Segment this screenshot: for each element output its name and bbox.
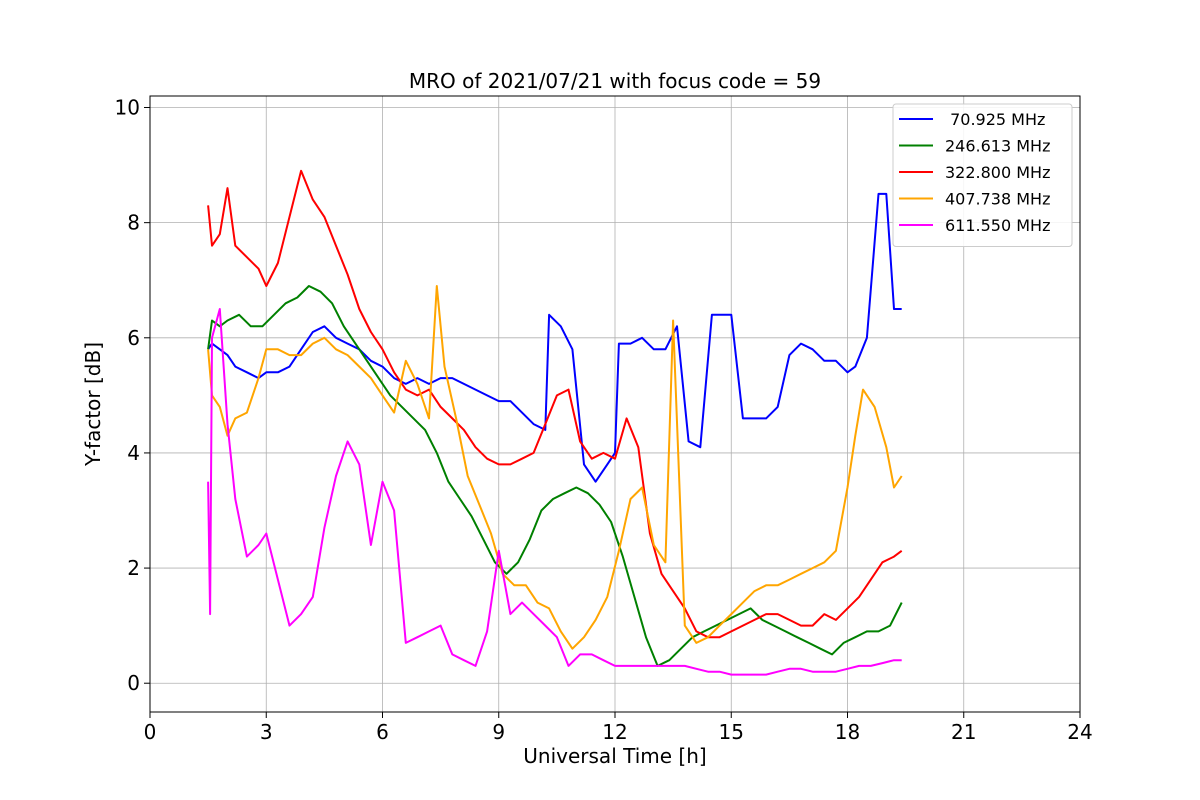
x-tick-label: 15 [719, 720, 744, 744]
chart-title: MRO of 2021/07/21 with focus code = 59 [409, 69, 821, 93]
y-axis-label: Y-factor [dB] [81, 342, 105, 467]
legend-label: 407.738 MHz [945, 190, 1050, 209]
series-line-2 [207, 285, 903, 667]
legend-label: 611.550 MHz [945, 216, 1050, 235]
y-tick-label: 8 [127, 211, 140, 235]
x-axis: 0 3 6 9 12 15 18 21 24 [144, 712, 1093, 744]
x-tick-label: 6 [376, 720, 389, 744]
series-line-3 [207, 169, 903, 639]
y-tick-label: 2 [127, 556, 140, 580]
x-tick-label: 0 [144, 720, 157, 744]
legend: 70.925 MHz 246.613 MHz 322.800 MHz 407.738 … [892, 103, 1073, 247]
plot-area-lines [207, 169, 903, 676]
legend-label: 246.613 MHz [945, 137, 1050, 156]
y-tick-label: 10 [115, 96, 140, 120]
x-tick-label: 9 [492, 720, 505, 744]
x-tick-label: 18 [835, 720, 860, 744]
series-line-1 [207, 192, 902, 483]
x-tick-label: 24 [1067, 720, 1092, 744]
y-tick-label: 4 [127, 441, 140, 465]
y-tick-label: 0 [127, 671, 140, 695]
series-line-5 [207, 308, 902, 676]
x-tick-label: 21 [951, 720, 976, 744]
y-tick-label: 6 [127, 326, 140, 350]
x-axis-label: Universal Time [h] [523, 744, 706, 768]
legend-label: 70.925 MHz [945, 110, 1045, 129]
x-tick-label: 12 [602, 720, 627, 744]
series-line-4 [207, 285, 903, 650]
y-axis: 0 2 4 6 8 10 [115, 96, 150, 695]
x-tick-label: 3 [260, 720, 273, 744]
legend-label: 322.800 MHz [945, 163, 1050, 182]
legend-box [892, 103, 1073, 247]
